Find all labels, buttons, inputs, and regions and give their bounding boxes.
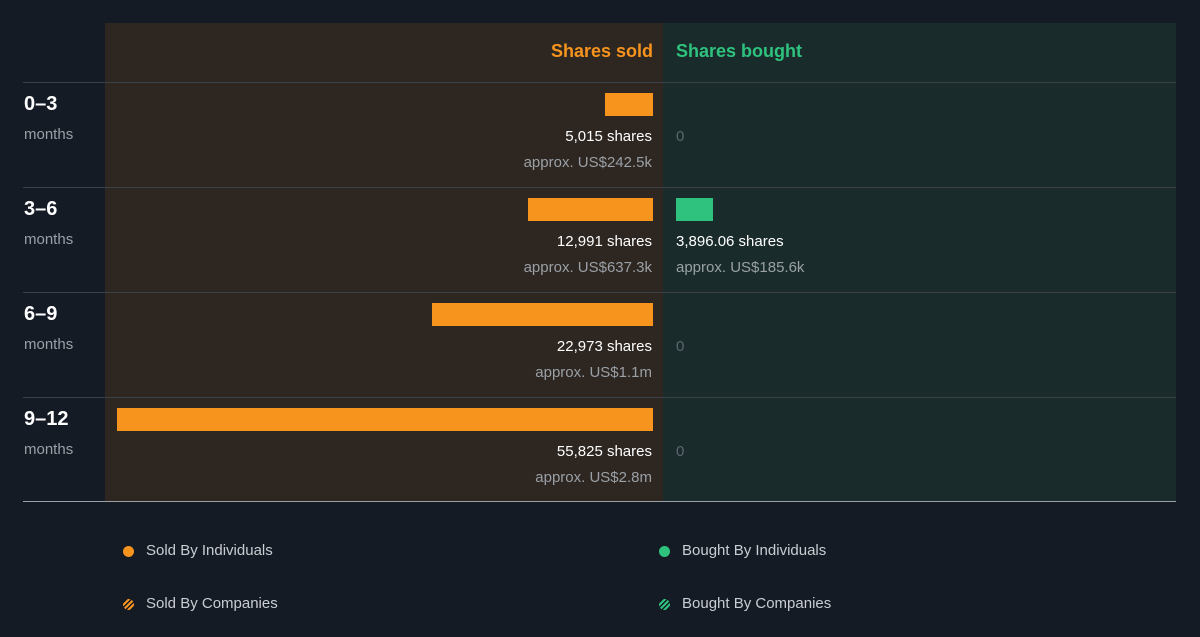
- sold-value-label: approx. US$1.1m: [535, 364, 652, 381]
- bought-zero-label: 0: [676, 443, 685, 460]
- period-unit: months: [24, 126, 74, 143]
- legend-label: Sold By Individuals: [146, 542, 273, 559]
- legend-item-sold-companies[interactable]: Sold By Companies: [123, 595, 278, 613]
- sold-companies-swatch-icon: [123, 598, 134, 610]
- row-divider: [23, 292, 1176, 293]
- bought-column-background: [663, 23, 1176, 501]
- sold-shares-label: 22,973 shares: [556, 338, 652, 355]
- legend-item-bought-companies[interactable]: Bought By Companies: [659, 595, 831, 613]
- sold-column-header: Shares sold: [550, 41, 653, 61]
- sold-individuals-swatch-icon: [123, 545, 134, 557]
- insider-trading-chart: Shares sold Shares bought 0–3 months 5,015…: [23, 23, 1176, 502]
- sold-shares-label: 55,825 shares: [556, 443, 652, 460]
- bought-value-label: approx. US$185.6k: [676, 259, 805, 276]
- sold-bar: [605, 93, 653, 116]
- sold-bar: [432, 303, 653, 326]
- bought-bar: [676, 198, 713, 221]
- sold-shares-label: 12,991 shares: [556, 233, 652, 250]
- bought-zero-label: 0: [676, 338, 685, 355]
- sold-value-label: approx. US$637.3k: [523, 259, 652, 276]
- legend-item-bought-individuals[interactable]: Bought By Individuals: [659, 542, 826, 560]
- sold-shares-label: 5,015 shares: [565, 128, 652, 145]
- legend-label: Bought By Individuals: [682, 542, 827, 559]
- period-unit: months: [24, 231, 74, 248]
- period-label: 3–6: [24, 198, 58, 220]
- sold-bar: [528, 198, 653, 221]
- sold-bar: [117, 408, 653, 431]
- bought-zero-label: 0: [676, 128, 685, 145]
- bought-companies-swatch-icon: [659, 598, 670, 610]
- period-unit: months: [24, 441, 74, 458]
- period-unit: months: [24, 336, 74, 353]
- period-label: 9–12: [24, 408, 69, 430]
- sold-value-label: approx. US$2.8m: [535, 469, 652, 486]
- bought-column-header: Shares bought: [676, 41, 803, 61]
- period-label: 0–3: [24, 93, 58, 115]
- legend-label: Sold By Companies: [146, 595, 278, 612]
- row-divider: [23, 187, 1176, 188]
- bought-individuals-swatch-icon: [659, 545, 670, 557]
- period-label: 6–9: [24, 303, 58, 325]
- legend-item-sold-individuals[interactable]: Sold By Individuals: [123, 542, 273, 560]
- bought-shares-label: 3,896.06 shares: [676, 233, 784, 250]
- sold-value-label: approx. US$242.5k: [523, 154, 652, 171]
- row-divider: [23, 397, 1176, 398]
- chart-baseline: [23, 501, 1176, 502]
- row-divider: [23, 82, 1176, 83]
- legend-label: Bought By Companies: [682, 595, 832, 612]
